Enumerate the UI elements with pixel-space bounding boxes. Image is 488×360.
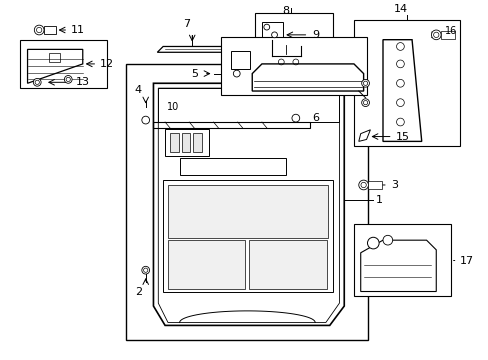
Text: 9: 9: [312, 30, 319, 40]
Bar: [20, 40, 107, 88]
Bar: [44, 26, 56, 34]
Bar: [440, 31, 454, 39]
Bar: [126, 64, 368, 340]
Circle shape: [358, 180, 368, 190]
Text: 8: 8: [282, 6, 289, 16]
Circle shape: [396, 80, 404, 87]
Circle shape: [142, 266, 149, 274]
Circle shape: [291, 114, 299, 122]
Text: 2: 2: [135, 287, 142, 297]
Circle shape: [396, 42, 404, 50]
Circle shape: [396, 99, 404, 107]
Text: 10: 10: [166, 102, 179, 112]
Circle shape: [278, 59, 284, 65]
Text: 14: 14: [392, 4, 407, 14]
Bar: [163, 180, 332, 292]
Circle shape: [396, 60, 404, 68]
Bar: [168, 185, 327, 238]
Circle shape: [360, 182, 366, 188]
Bar: [158, 88, 339, 122]
Text: 1: 1: [375, 194, 383, 204]
Circle shape: [143, 268, 147, 272]
Bar: [193, 133, 202, 152]
Circle shape: [271, 32, 277, 38]
Circle shape: [64, 76, 72, 83]
Bar: [168, 240, 245, 289]
Text: 12: 12: [100, 59, 114, 69]
Bar: [353, 224, 450, 296]
Bar: [49, 53, 61, 62]
Text: 17: 17: [459, 256, 473, 266]
Bar: [249, 240, 326, 289]
Text: 3: 3: [390, 180, 397, 190]
Bar: [179, 158, 285, 175]
Circle shape: [367, 237, 378, 249]
Bar: [262, 22, 283, 40]
Bar: [165, 129, 208, 156]
Circle shape: [363, 81, 367, 85]
Circle shape: [37, 27, 42, 33]
Text: 7: 7: [183, 19, 189, 29]
Circle shape: [264, 24, 269, 30]
Circle shape: [142, 116, 149, 124]
Circle shape: [433, 32, 438, 37]
Circle shape: [430, 30, 440, 40]
Circle shape: [361, 80, 368, 87]
Circle shape: [33, 78, 41, 86]
Bar: [368, 181, 381, 189]
Circle shape: [34, 25, 44, 35]
Text: 16: 16: [444, 26, 456, 36]
Bar: [221, 37, 366, 95]
Circle shape: [396, 118, 404, 126]
Bar: [230, 51, 250, 69]
Circle shape: [363, 100, 367, 105]
Text: 11: 11: [71, 25, 85, 35]
Circle shape: [382, 235, 392, 245]
Bar: [353, 20, 460, 146]
Circle shape: [66, 77, 70, 81]
Bar: [255, 13, 332, 66]
Text: 5: 5: [191, 69, 198, 78]
Bar: [181, 133, 190, 152]
Circle shape: [361, 99, 368, 107]
Bar: [169, 133, 178, 152]
Circle shape: [35, 80, 40, 85]
Circle shape: [292, 59, 298, 65]
Text: 4: 4: [134, 85, 141, 95]
Text: 13: 13: [76, 77, 90, 87]
Circle shape: [233, 70, 240, 77]
Text: 6: 6: [312, 113, 319, 123]
Text: 15: 15: [395, 131, 409, 141]
